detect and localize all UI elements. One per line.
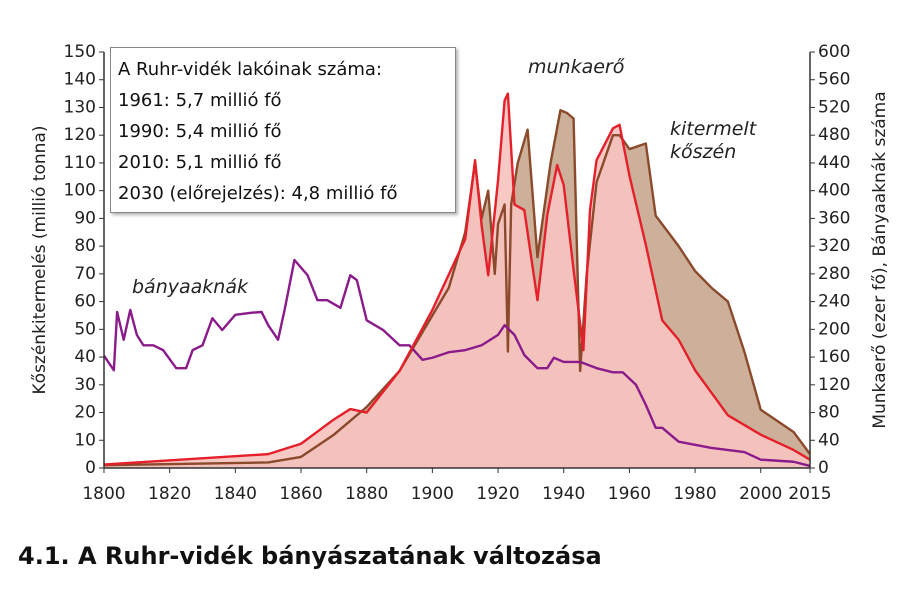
line	[103, 109, 811, 467]
info-line: 1961: 5,7 millió fő	[118, 90, 282, 111]
y2-tick-label: 80	[818, 403, 840, 423]
y-tick-label: 100	[64, 181, 96, 201]
x-tick-label: 2000	[739, 484, 782, 504]
y2-tick-label: 120	[818, 375, 850, 395]
info-line: A Ruhr-vidék lakóinak száma:	[118, 59, 383, 80]
y-tick-label: 70	[74, 264, 96, 284]
x-tick-label: 1860	[279, 484, 322, 504]
series-label: kitermelt kőszén	[670, 118, 757, 163]
y2-tick-label: 320	[818, 236, 850, 256]
y2-tick-label: 440	[818, 153, 850, 173]
line	[103, 92, 811, 466]
y-tick-label: 40	[74, 347, 96, 367]
y2-axis-label: Munkaerő (ezer fő), Bányaaknák száma	[870, 91, 890, 428]
y2-tick-label: 0	[818, 458, 829, 478]
info-line: 1990: 5,4 millió fő	[118, 121, 282, 142]
y-tick-label: 150	[64, 42, 96, 62]
y2-tick-label: 520	[818, 97, 850, 117]
y2-tick-label: 600	[818, 42, 850, 62]
y-axis-label: Kőszénkitermelés (millió tonna)	[30, 126, 50, 395]
y-tick-label: 20	[74, 403, 96, 423]
y2-tick-label: 360	[818, 208, 850, 228]
y-tick-label: 30	[74, 375, 96, 395]
y-tick-label: 130	[64, 97, 96, 117]
x-tick-label: 1960	[608, 484, 651, 504]
chart-title: 4.1. A Ruhr-vidék bányászatának változás…	[18, 542, 602, 570]
info-box: A Ruhr-vidék lakóinak száma: 1961: 5,7 mi…	[110, 47, 456, 213]
info-line: 2030 (előrejelzés): 4,8 millió fő	[118, 183, 398, 204]
x-tick-label: 2015	[788, 484, 831, 504]
x-tick-label: 1920	[476, 484, 519, 504]
x-tick-label: 1980	[673, 484, 716, 504]
x-tick-label: 1940	[542, 484, 585, 504]
line	[103, 258, 811, 468]
info-line: 2010: 5,1 millió fő	[118, 152, 282, 173]
y-tick-label: 140	[64, 70, 96, 90]
y-tick-label: 60	[74, 292, 96, 312]
series-label: bányaaknák	[132, 276, 248, 298]
y-tick-label: 80	[74, 236, 96, 256]
y-tick-label: 10	[74, 430, 96, 450]
y-tick-label: 90	[74, 208, 96, 228]
y2-tick-label: 160	[818, 347, 850, 367]
y2-tick-label: 560	[818, 70, 850, 90]
y2-tick-label: 200	[818, 319, 850, 339]
x-tick-label: 1840	[214, 484, 257, 504]
y-tick-label: 0	[85, 458, 96, 478]
y2-tick-label: 400	[818, 181, 850, 201]
x-tick-label: 1800	[82, 484, 125, 504]
series-label: munkaerő	[528, 56, 625, 78]
y2-tick-label: 480	[818, 125, 850, 145]
area	[104, 93, 810, 468]
y2-tick-label: 280	[818, 264, 850, 284]
y-tick-label: 50	[74, 319, 96, 339]
x-tick-label: 1900	[411, 484, 454, 504]
y2-tick-label: 240	[818, 292, 850, 312]
y2-tick-label: 40	[818, 430, 840, 450]
y-tick-label: 110	[64, 153, 96, 173]
x-tick-label: 1820	[148, 484, 191, 504]
x-tick-label: 1880	[345, 484, 388, 504]
y-tick-label: 120	[64, 125, 96, 145]
